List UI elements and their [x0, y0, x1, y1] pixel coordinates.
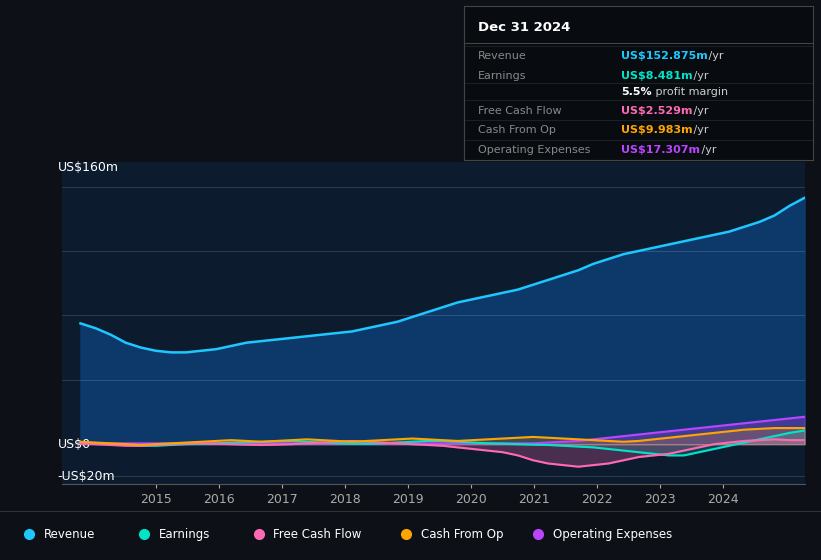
Text: Cash From Op: Cash From Op: [421, 528, 503, 541]
Text: Dec 31 2024: Dec 31 2024: [478, 21, 571, 34]
Text: Free Cash Flow: Free Cash Flow: [478, 106, 562, 116]
Text: /yr: /yr: [705, 52, 724, 62]
Text: Operating Expenses: Operating Expenses: [478, 144, 590, 155]
Text: 5.5%: 5.5%: [621, 87, 652, 97]
Text: US$2.529m: US$2.529m: [621, 106, 692, 116]
Text: US$160m: US$160m: [57, 161, 119, 174]
Text: US$0: US$0: [57, 438, 91, 451]
Text: Earnings: Earnings: [478, 71, 526, 81]
Text: Free Cash Flow: Free Cash Flow: [273, 528, 362, 541]
Text: /yr: /yr: [690, 71, 709, 81]
Text: Revenue: Revenue: [44, 528, 95, 541]
Text: /yr: /yr: [698, 144, 716, 155]
Text: Operating Expenses: Operating Expenses: [553, 528, 672, 541]
Text: US$152.875m: US$152.875m: [621, 52, 708, 62]
Text: US$8.481m: US$8.481m: [621, 71, 692, 81]
Text: Earnings: Earnings: [158, 528, 210, 541]
Text: US$17.307m: US$17.307m: [621, 144, 699, 155]
Text: Revenue: Revenue: [478, 52, 526, 62]
Text: profit margin: profit margin: [652, 87, 727, 97]
Text: Cash From Op: Cash From Op: [478, 125, 556, 136]
Text: -US$20m: -US$20m: [57, 470, 116, 483]
Text: US$9.983m: US$9.983m: [621, 125, 692, 136]
Text: /yr: /yr: [690, 106, 709, 116]
Text: /yr: /yr: [690, 125, 709, 136]
